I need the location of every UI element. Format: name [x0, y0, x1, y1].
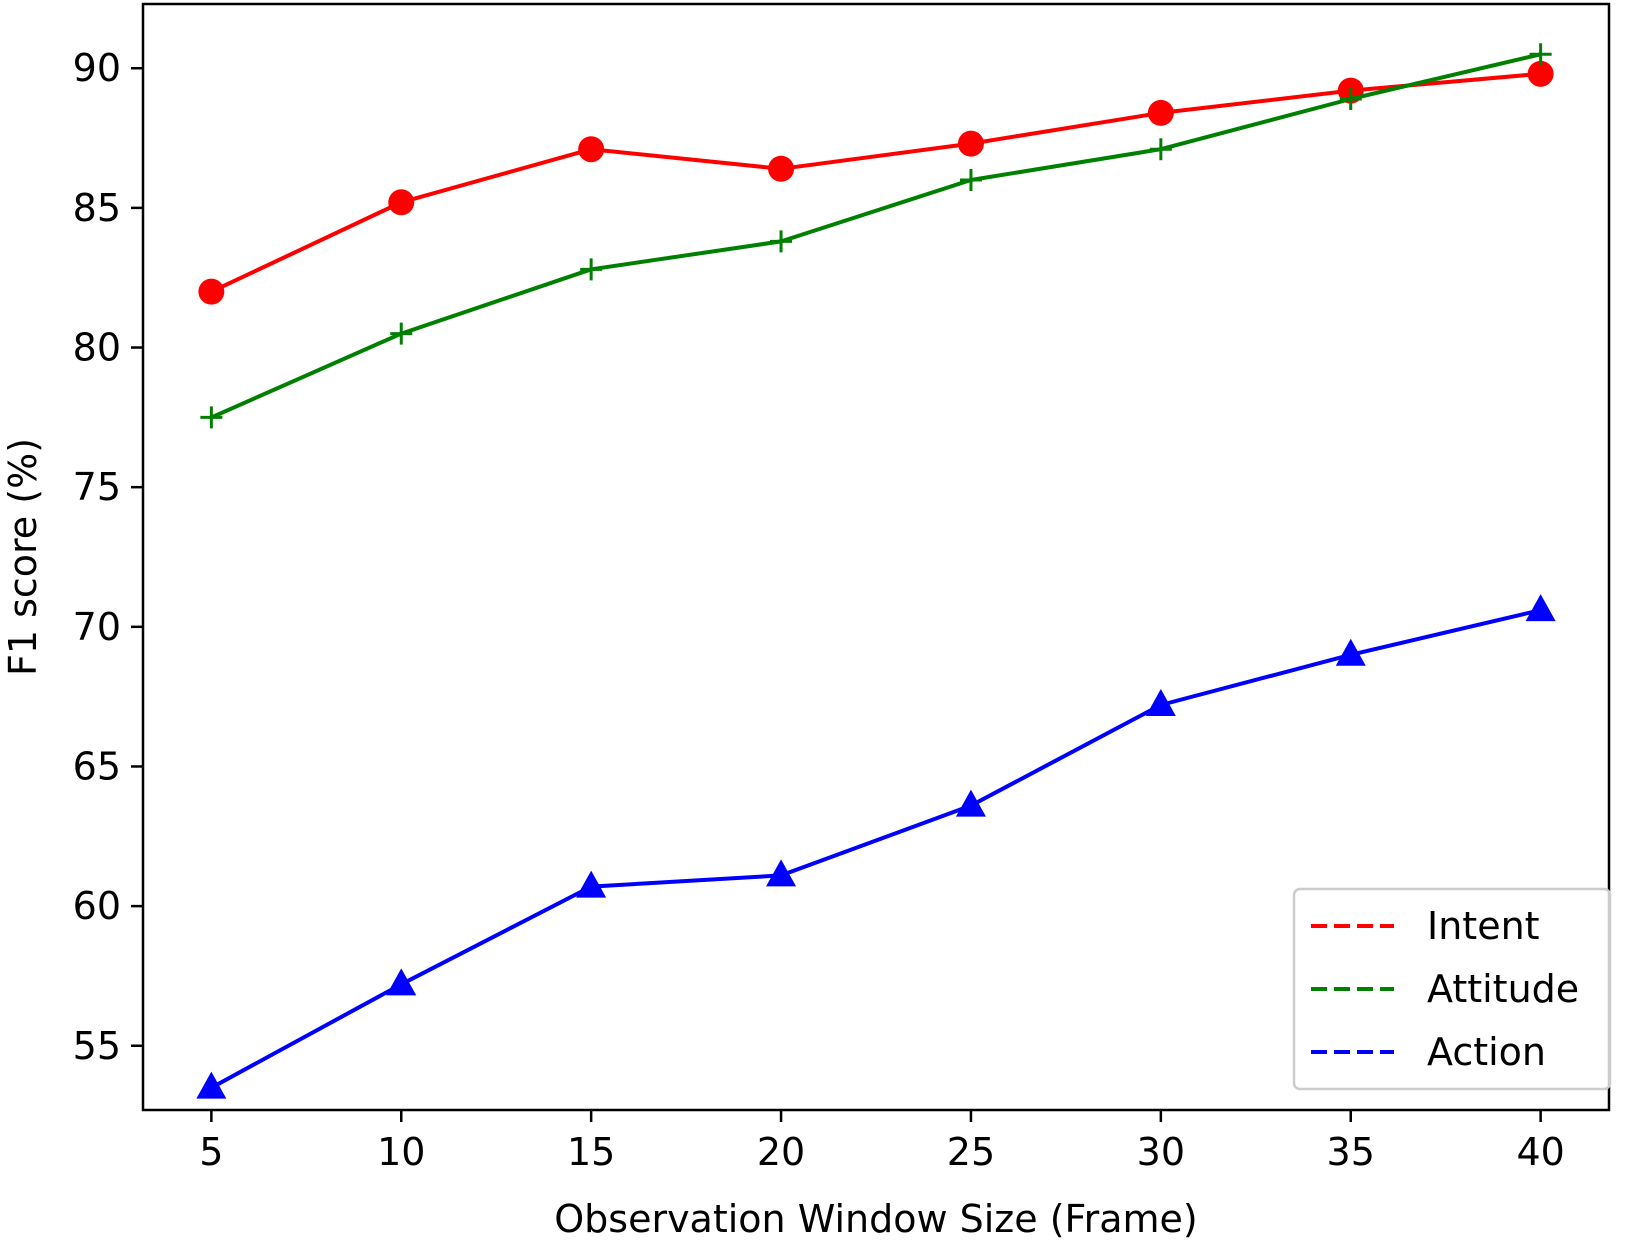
intent-point [1527, 60, 1554, 87]
x-axis-label: Observation Window Size (Frame) [554, 1197, 1198, 1241]
x-tick-label: 5 [199, 1130, 223, 1174]
action-point [196, 1071, 227, 1099]
x-tick-label: 40 [1516, 1130, 1564, 1174]
attitude-point [580, 258, 603, 281]
action-point [766, 859, 797, 887]
legend-label-intent: Intent [1427, 904, 1540, 948]
intent-line [210, 71, 1541, 294]
intent-point [578, 136, 605, 163]
intent-point [1147, 99, 1174, 126]
y-tick-label: 75 [73, 465, 121, 509]
attitude-point [390, 322, 413, 345]
x-tick-label: 15 [567, 1130, 615, 1174]
x-tick-label: 25 [947, 1130, 995, 1174]
attitude-point [1339, 87, 1362, 110]
action-point [576, 870, 607, 898]
y-tick-label: 70 [73, 605, 121, 649]
y-tick-label: 90 [73, 46, 121, 90]
intent-point [957, 130, 984, 157]
x-tick-label: 10 [377, 1130, 425, 1174]
y-axis-ticks: 55 60 65 70 75 80 85 90 [73, 46, 143, 1068]
y-tick-label: 60 [73, 884, 121, 928]
series-layer [196, 43, 1556, 1099]
series-intent [198, 60, 1554, 305]
legend: Intent Attitude Action [1292, 887, 1612, 1091]
x-axis-ticks: 5 10 15 20 25 30 35 40 [199, 1110, 1565, 1174]
y-tick-label: 55 [73, 1024, 121, 1068]
legend-label-action: Action [1427, 1030, 1546, 1074]
attitude-line [210, 52, 1542, 420]
action-point [1145, 689, 1176, 717]
series-attitude [200, 43, 1552, 429]
attitude-point [959, 168, 982, 191]
action-point [1335, 638, 1366, 666]
legend-box [1292, 887, 1612, 1091]
y-tick-label: 65 [73, 744, 121, 788]
y-tick-label: 80 [73, 326, 121, 370]
series-action [196, 594, 1556, 1099]
y-tick-label: 85 [73, 186, 121, 230]
attitude-point [1529, 43, 1552, 66]
attitude-point [770, 230, 793, 253]
action-point [955, 789, 986, 817]
x-tick-label: 30 [1137, 1130, 1185, 1174]
intent-point [198, 278, 225, 305]
legend-label-attitude: Attitude [1427, 967, 1579, 1011]
action-point [1525, 594, 1556, 622]
x-tick-label: 35 [1327, 1130, 1375, 1174]
action-point [386, 968, 417, 996]
attitude-point [1149, 138, 1172, 161]
attitude-point [200, 406, 223, 429]
x-tick-label: 20 [757, 1130, 805, 1174]
plot-frame [141, 2, 1611, 1112]
action-line [210, 608, 1542, 1090]
intent-point [388, 189, 415, 216]
y-axis-label: F1 score (%) [1, 438, 45, 676]
intent-point [768, 155, 795, 182]
